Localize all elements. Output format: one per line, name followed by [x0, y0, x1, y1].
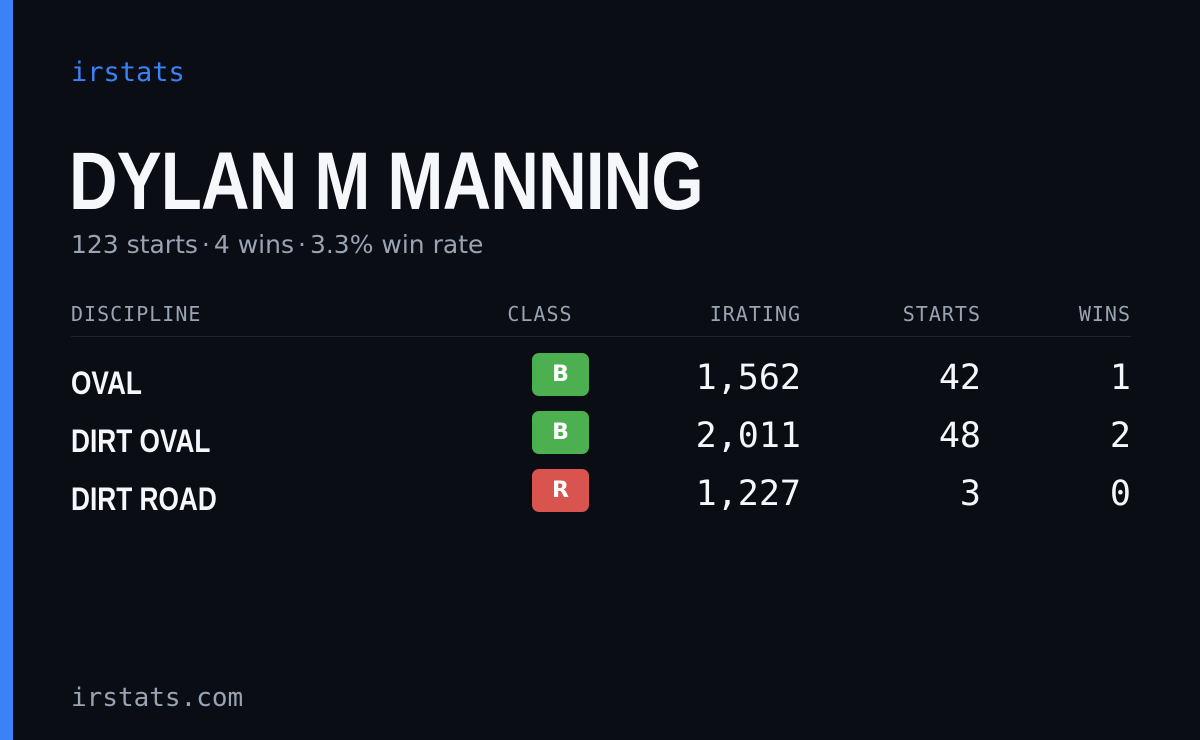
footer-domain: irstats.com	[71, 683, 244, 713]
starts-value: 3	[959, 474, 981, 514]
starts-value: 42	[938, 358, 981, 398]
header-discipline: DISCIPLINE	[71, 302, 202, 326]
separator: ·	[201, 230, 210, 259]
wins-value: 1	[1109, 358, 1131, 398]
license-class-badge: R	[532, 469, 589, 512]
wins-value: 2	[1109, 416, 1131, 456]
driver-summary: 123 starts · 4 wins · 3.3% win rate	[71, 228, 483, 262]
driver-name: DYLAN M MANNING	[69, 136, 704, 227]
accent-bar	[0, 0, 13, 740]
table-row: DIRT OVAL B 2,011 48 2	[71, 411, 1131, 469]
starts-value: 48	[938, 416, 981, 456]
header-wins: WINS	[1078, 302, 1131, 326]
irating-value: 2,011	[695, 416, 801, 456]
irating-value: 1,227	[695, 474, 801, 514]
win-rate: 3.3% win rate	[309, 230, 484, 259]
discipline-name: DIRT OVAL	[71, 423, 211, 459]
table-row: OVAL B 1,562 42 1	[71, 353, 1131, 411]
header-starts: STARTS	[902, 302, 981, 326]
class-cell: R	[532, 469, 589, 512]
irating-value: 1,562	[695, 358, 801, 398]
license-table: DISCIPLINE CLASS IRATING STARTS WINS OVA…	[71, 298, 1131, 527]
table-body: OVAL B 1,562 42 1 DIRT OVAL B 2,011 48 2…	[71, 353, 1131, 527]
header-irating: IRATING	[709, 302, 801, 326]
discipline-name: DIRT ROAD	[71, 481, 217, 517]
starts-count: 123 starts	[71, 230, 198, 259]
header-class: CLASS	[507, 302, 573, 326]
table-header: DISCIPLINE CLASS IRATING STARTS WINS	[71, 298, 1131, 337]
license-class-badge: B	[532, 353, 589, 396]
class-cell: B	[532, 411, 589, 454]
license-class-badge: B	[532, 411, 589, 454]
table-row: DIRT ROAD R 1,227 3 0	[71, 469, 1131, 527]
wins-count: 4 wins	[213, 230, 294, 259]
class-cell: B	[532, 353, 589, 396]
separator: ·	[298, 230, 306, 259]
discipline-name: OVAL	[71, 365, 142, 401]
wins-value: 0	[1109, 474, 1131, 514]
brand-logo: irstats	[71, 57, 185, 88]
